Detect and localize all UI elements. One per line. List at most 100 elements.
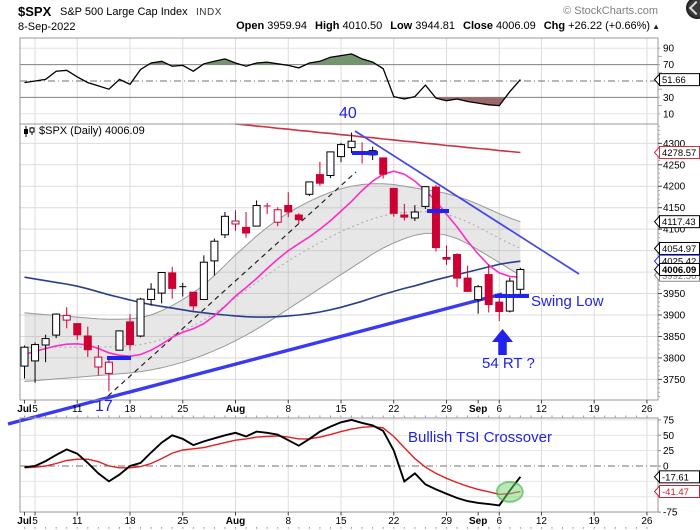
x-axis-label: Jul [17,404,32,415]
main-panel-label: $SPX (Daily) 4006.09 [23,125,145,137]
x-axis-label: 19 [589,404,601,415]
ohlc-quote-row: Open 3959.94 High 4010.50 Low 3944.81 Close 400… [228,20,660,32]
uptrend-line [7,292,503,426]
x-axis-label: 5 [32,404,38,415]
value-label-text: 4117.43 [662,217,696,228]
x-axis-label: 15 [335,404,347,415]
candle-body [252,205,261,227]
dashed-support-trendline [107,171,357,397]
quote-label: Close [463,20,493,32]
candle-body [94,356,103,368]
value-label-text: -41.47 [662,487,689,498]
quote-label: High [315,20,340,32]
candle-body [189,291,198,307]
value-label-notch [653,241,660,256]
bollinger-band-fill [24,183,521,382]
candle-body [495,301,504,313]
tsi-tsi-line [24,418,522,507]
symbol: $SPX [18,4,52,19]
candle-body [104,361,113,374]
x-axis-label: 8 [285,404,291,415]
annotation-54rt: 54 RT ? [482,355,535,372]
candle-body [453,254,462,279]
candle-body [41,338,50,346]
up-arrow-icon [492,329,513,342]
exchange-label: INDX [196,7,222,18]
corner-widget-icon[interactable] [686,0,700,19]
value-label-text: 4006.09 [662,265,696,276]
value-label-notch [653,72,660,87]
candle-body [463,277,472,292]
x-axis-label: 25 [177,404,189,415]
candle-body [294,214,303,221]
candle-body [147,288,156,301]
y-axis-label: 0 [663,462,669,473]
y-axis-label: 90 [663,44,675,55]
y-axis-label: 30 [663,93,675,104]
candle-body [431,186,440,249]
quote-label: Chg [543,20,566,32]
value-label-text: 4054.97 [662,244,696,255]
x-axis-label: 22 [388,404,400,415]
x-axis-label: Aug [226,516,245,527]
candle-body [231,220,240,225]
y-axis-label: -75 [663,508,678,519]
quote-value: 3944.81 [415,20,455,32]
y-axis-label: 3900 [663,310,686,321]
candle-body [442,257,451,260]
candle-body [126,321,134,346]
value-label-notch [653,470,660,484]
index-name: S&P 500 Large Cap Index [60,6,188,18]
candle-body [273,209,282,223]
rsi-overbought-fill [148,61,169,65]
x-axis-label: 26 [641,404,653,415]
candle-body [52,313,61,336]
crossover-highlight-ellipse [495,480,524,503]
chart-date: 8-Sep-2022 [18,21,76,33]
candle-body [379,157,388,175]
x-axis-label: 26 [641,516,653,527]
value-label-text: 4278.57 [662,148,696,159]
value-label-text: -17.61 [662,472,689,483]
candle-body [516,269,525,290]
y-axis-label: 3950 [663,289,686,300]
y-axis-label: 4250 [663,160,686,171]
up-arrow-stem [498,342,507,355]
candle-body [31,344,40,362]
x-axis-label: 6 [496,404,502,415]
x-axis-label: Aug [226,404,245,415]
candle-body [474,286,483,301]
y-axis-label: 4200 [663,182,686,193]
candle-body [315,174,324,184]
candle-body [168,272,177,289]
y-axis-label: 70 [663,60,675,71]
downtrend-line [354,130,580,275]
rsi-overbought-fill [202,58,241,65]
ma50-navy-line [24,260,521,318]
candle-body [389,187,398,214]
y-axis-label: 10 [663,109,675,120]
annotation-swing-low: Swing Low [531,293,604,310]
value-label-text: 3992.56 [662,271,696,282]
candle-body [421,186,430,207]
value-label-notch [653,145,660,160]
candle-body [400,214,409,218]
change-up-arrow-icon: ▲ [652,22,660,31]
x-axis-label: 11 [72,404,83,415]
value-label-text: 51.66 [662,75,686,86]
y-axis-label: 3850 [663,332,686,343]
tsi-panel-border [19,417,659,513]
candle-body [136,298,145,337]
x-axis-label: 15 [335,516,347,527]
x-axis-label: 6 [496,516,502,527]
rsi-overbought-fill [305,53,377,65]
candle-body [326,151,335,176]
rsi-line [24,53,521,107]
y-axis-label: 25 [663,446,675,457]
annotation-tsi-crossover: Bullish TSI Crossover [408,429,552,446]
x-axis-label: 5 [32,516,38,527]
y-axis-label: 75 [663,415,675,426]
quote-value: 3959.94 [267,20,308,32]
candle-body [284,205,293,213]
